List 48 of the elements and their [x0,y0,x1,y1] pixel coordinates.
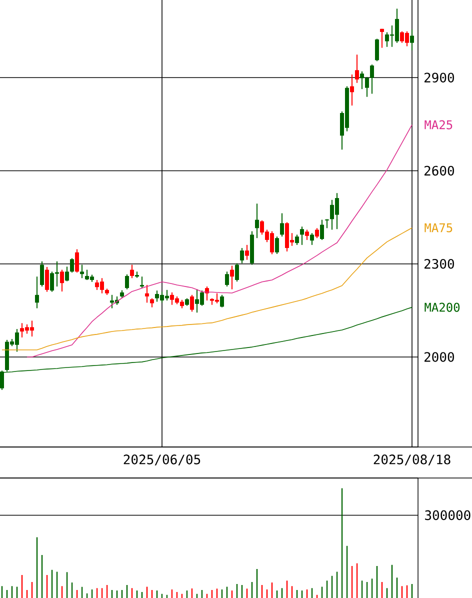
candlestick [65,266,69,282]
candlestick [130,264,134,279]
candlestick [275,236,279,254]
candlestick [40,260,44,288]
candlestick [295,234,299,246]
candlestick [230,265,234,290]
candlestick [255,203,259,239]
y-tick-label: 2600 [424,166,454,176]
candlestick [320,219,324,240]
candlestick [80,264,84,279]
y-tick-label: 2300 [424,258,454,269]
series-label: MA200 [424,302,460,312]
candlestick [45,266,49,292]
candlestick [35,276,39,309]
y-tick-label: 2000 [424,352,454,362]
candlestick [140,276,144,289]
candlestick [325,218,329,229]
candlestick [370,64,374,94]
candlestick [310,232,314,246]
candlestick [315,228,319,239]
text: 300000 [425,510,470,520]
candlestick [150,298,154,308]
series-label: MA75 [424,223,452,232]
candlestick [220,294,224,308]
candlestick [350,74,354,106]
candlestick [245,244,249,260]
candlestick [145,284,149,304]
candlestick [125,274,129,290]
x-tick-label: 2025/06/05 [124,454,200,466]
candlestick [365,76,369,98]
candlestick [235,262,239,282]
y-tick-label: 2900 [424,72,454,83]
candlestick [360,70,364,90]
candlestick [190,294,194,312]
candlestick [300,226,304,246]
candlestick [380,28,384,48]
candlestick [225,271,229,288]
candlestick [305,229,309,240]
x-tick-label: 2025/08/18 [374,454,450,466]
candlestick [375,38,380,62]
candlestick [75,248,79,274]
candlestick [70,258,74,274]
candlestick [60,269,64,292]
candlestick [280,212,284,238]
candlestick [355,54,360,84]
series-label: MA25 [424,120,452,130]
candlestick [240,248,244,264]
candlestick [410,28,414,51]
